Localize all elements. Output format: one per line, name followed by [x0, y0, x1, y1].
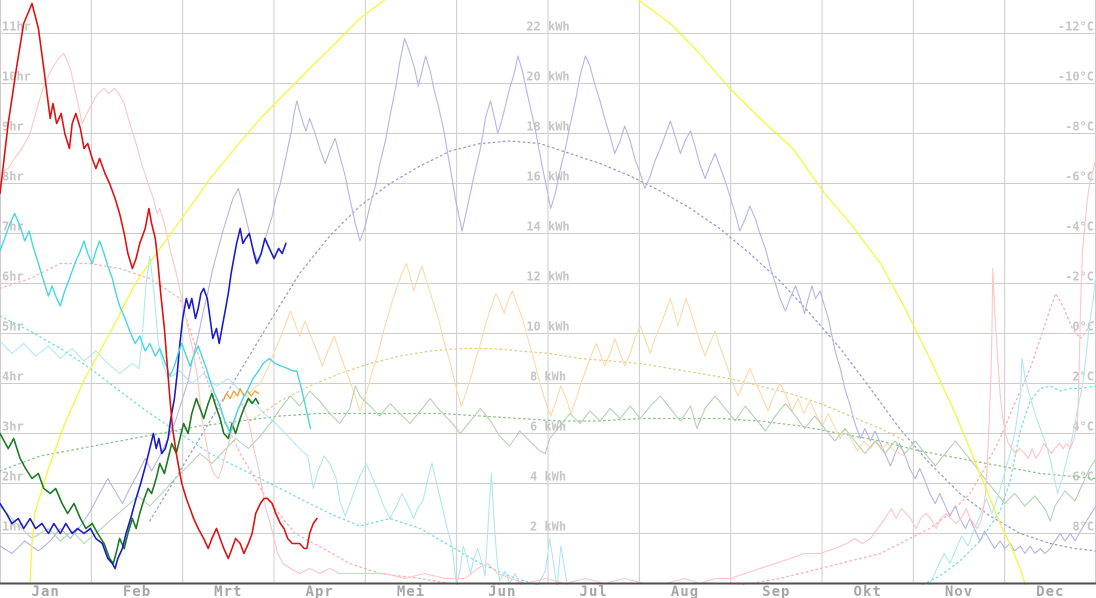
series-lavender-dotted [149, 140, 1096, 552]
y-tick-label-right: -6°C [1065, 170, 1094, 184]
month-label-dec: Dec [1036, 584, 1064, 598]
y-tick-label-left: 2hr [2, 470, 24, 484]
y-tick-label-right: -2°C [1065, 270, 1094, 284]
y-tick-label-center: 10 kWh [526, 320, 569, 334]
month-label-mei: Mei [397, 584, 425, 598]
y-tick-label-right: 0°C [1072, 320, 1094, 334]
y-tick-label-left: 4hr [2, 370, 24, 384]
y-tick-label-right: -12°C [1058, 20, 1094, 34]
y-tick-label-right: -8°C [1065, 120, 1094, 134]
y-tick-label-left: 6hr [2, 270, 24, 284]
y-tick-label-right: -4°C [1065, 220, 1094, 234]
series-red-bold-line [0, 2, 318, 560]
month-label-okt: Okt [854, 584, 882, 598]
series-cyan-light-line [0, 255, 568, 585]
y-tick-label-left: 3hr [2, 420, 24, 434]
y-tick-label-center: 20 kWh [526, 70, 569, 84]
y-tick-label-center: 2 kWh [530, 520, 566, 534]
y-tick-label-center: 12 kWh [526, 270, 569, 284]
series-green-light-line [0, 385, 1096, 545]
series-lavender-line [0, 37, 1096, 555]
month-label-mrt: Mrt [214, 584, 242, 598]
series-yellow-daylight-curve [29, 0, 1027, 585]
y-tick-label-right: 4°C [1072, 420, 1094, 434]
month-label-apr: Apr [306, 584, 334, 598]
series-pink-dotted [0, 262, 1096, 585]
month-label-jun: Jun [488, 584, 516, 598]
y-tick-label-left: 8hr [2, 170, 24, 184]
y-tick-label-center: 14 kWh [526, 220, 569, 234]
month-label-feb: Feb [123, 584, 151, 598]
y-tick-label-center: 22 kWh [526, 20, 569, 34]
month-label-jul: Jul [580, 584, 608, 598]
series-orange-line [232, 262, 906, 457]
series-cyan-dotted [0, 315, 539, 585]
series-cyan-dotted [920, 385, 1096, 585]
y-tick-label-center: 16 kWh [526, 170, 569, 184]
axis-labels: 11hr 22 kWh -12°C 10hr 20 kWh -10°C 9hr 18 kWh -… [2, 20, 1094, 534]
y-tick-label-right: 6°C [1072, 470, 1094, 484]
month-labels: Jan Feb Mrt Apr Mei Jun Jul Aug Sep Okt Nov Dec [32, 584, 1064, 598]
month-label-aug: Aug [671, 584, 699, 598]
series-green-dotted [0, 412, 1096, 480]
y-tick-label-left: 10hr [2, 70, 31, 84]
series-cyan-bold-line [0, 212, 312, 435]
series-green-bold-line [0, 392, 260, 565]
y-tick-label-right: -10°C [1058, 70, 1094, 84]
series-pink-line [0, 52, 1096, 585]
series-orange-dotted [249, 347, 906, 442]
y-tick-label-left: 1hr [2, 520, 24, 534]
month-label-sep: Sep [762, 584, 790, 598]
y-tick-label-center: 6 kWh [530, 420, 566, 434]
month-label-jan: Jan [32, 584, 60, 598]
series-cyan-light-line [928, 272, 1096, 585]
series-blue-bold-line [0, 227, 287, 570]
y-tick-label-left: 9hr [2, 120, 24, 134]
series-orange-bold-segment [222, 387, 260, 402]
y-tick-label-center: 18 kWh [526, 120, 569, 134]
y-tick-label-left: 11hr [2, 20, 31, 34]
y-tick-label-center: 4 kWh [530, 470, 566, 484]
y-tick-label-left: 5hr [2, 320, 24, 334]
y-tick-label-center: 8 kWh [530, 370, 566, 384]
month-label-nov: Nov [945, 584, 973, 598]
